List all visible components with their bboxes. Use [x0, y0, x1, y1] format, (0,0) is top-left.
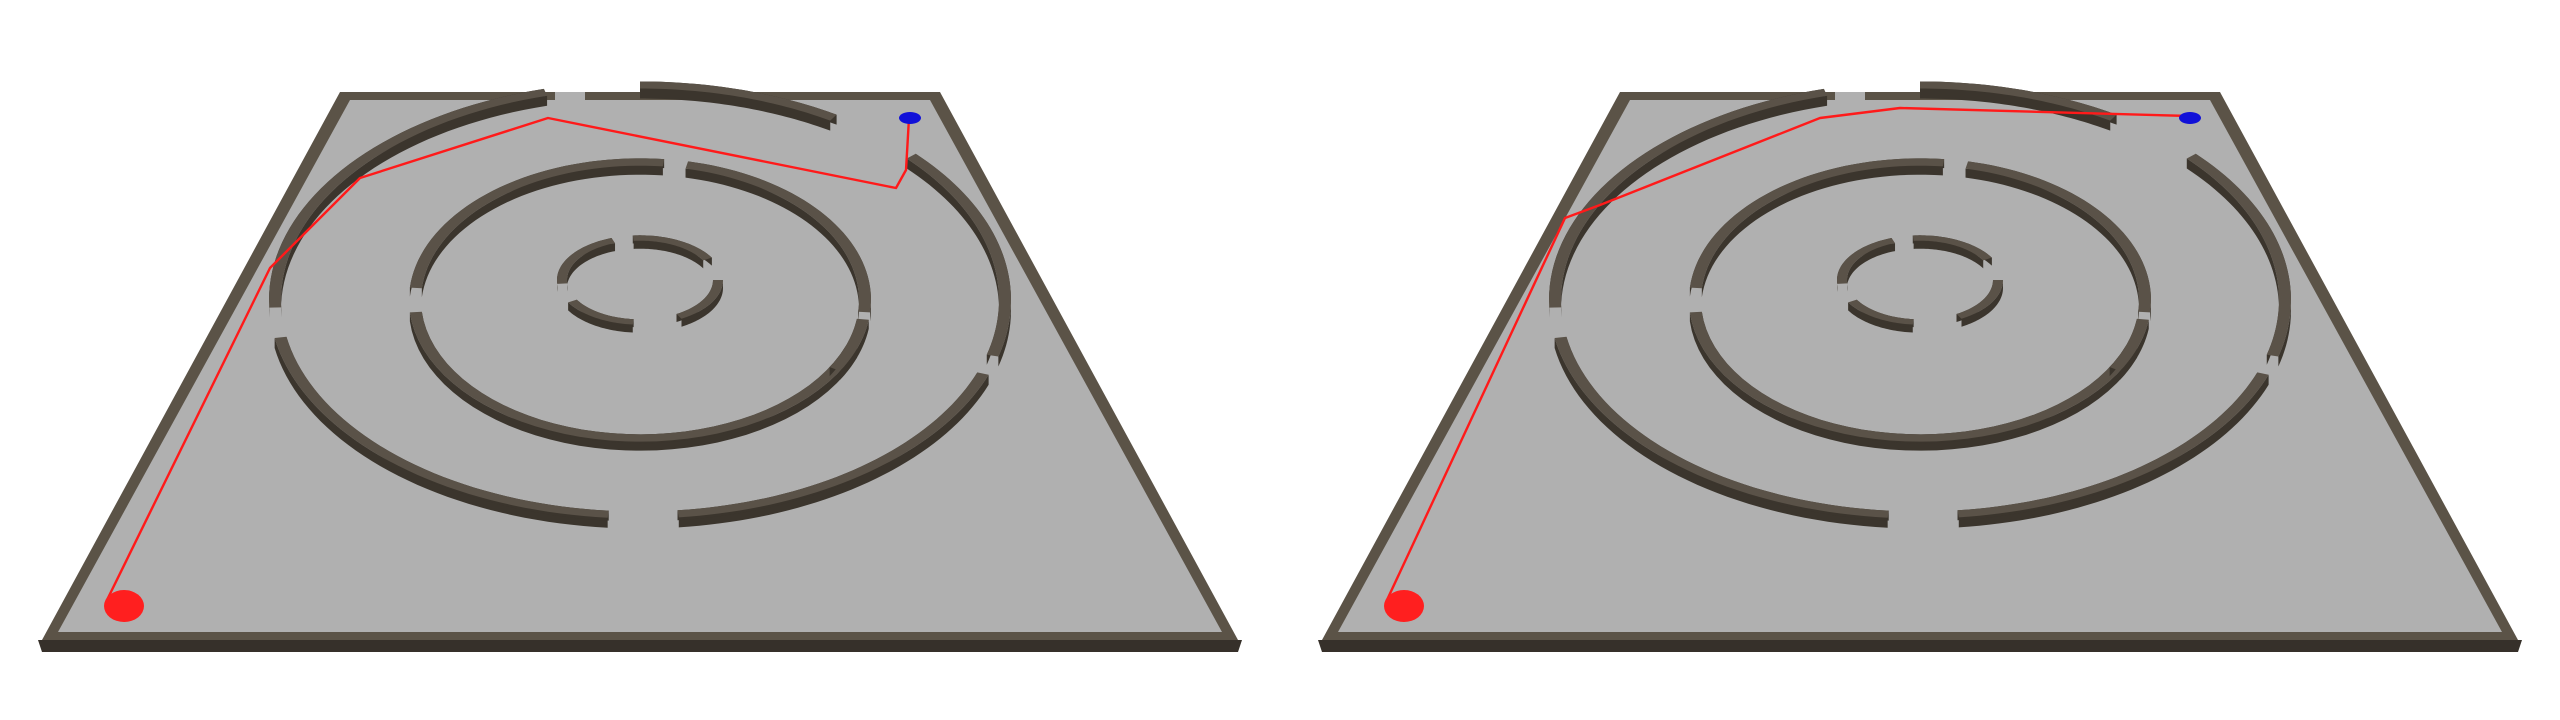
view-left-border-front: [38, 640, 1242, 652]
view-left-goal-marker: [899, 112, 921, 124]
view-left-solution-path: [105, 116, 911, 601]
maze-view-left: [38, 81, 1242, 652]
view-left-top-gap: [555, 92, 585, 101]
view-left-ring2-d: [829, 318, 869, 380]
view-left-ring1-d-side-inner: [906, 158, 999, 365]
view-right-ring1-d: [2186, 153, 2291, 367]
view-right-ring2-c-top: [1965, 161, 2151, 313]
view-left-ring3-c-top: [632, 235, 712, 261]
view-right-ring1-d-side-inner: [2186, 158, 2279, 365]
view-right-border-front: [1318, 640, 2522, 652]
view-right-floor: [1338, 100, 2502, 632]
view-right-ring3-a: [1848, 299, 1914, 333]
view-left-ring2-d-side: [840, 319, 869, 380]
view-left-ring2-d-top: [829, 318, 869, 371]
view-left-ring1-c: [640, 81, 837, 131]
view-right-ring1-d-top: [2186, 153, 2291, 357]
view-right-top-gap: [1835, 92, 1865, 101]
view-right-ring1-a-side: [1554, 337, 1888, 528]
view-left-ring1-d: [906, 153, 1011, 367]
view-left-ring3-b: [557, 238, 616, 292]
view-right-ring1-a-top: [1554, 336, 1889, 518]
view-left-ring1-d-top: [906, 153, 1011, 357]
view-right-ring3-c: [1912, 235, 1992, 269]
view-right-ring3-c-side-inner: [1913, 240, 1984, 269]
view-right-ring2-d-top: [2109, 318, 2149, 371]
view-right-ring2-d: [2109, 318, 2149, 380]
maze-view-right: [1280, 0, 2560, 720]
view-left-ring3-c: [632, 235, 712, 269]
view-left-start-marker: [104, 590, 144, 622]
view-right-ring1-b: [1549, 88, 1828, 318]
maze-board-right: [1318, 81, 2522, 652]
maze-board-left: [38, 81, 1242, 652]
view-left-ring1-a-top: [274, 336, 609, 518]
view-right-ring3-c-top: [1912, 235, 1992, 261]
view-left-ring2-c: [685, 161, 871, 322]
view-right-solution-path: [1385, 106, 2191, 601]
view-right-ring1-c-top: [1920, 81, 2117, 121]
view-left-ring2-c-top: [685, 161, 871, 313]
view-right-ring3-b-side-inner: [1847, 243, 1896, 292]
view-right-goal-marker: [2179, 112, 2201, 124]
view-left-floor: [58, 100, 1222, 632]
view-right-ring3-b: [1837, 238, 1896, 292]
view-right-ring1-a: [1554, 336, 1889, 528]
view-right-ring3-b-top: [1837, 238, 1896, 284]
view-left-ring3-c-side-inner: [633, 240, 704, 269]
view-left-ring3-a-top: [568, 299, 634, 325]
view-left-ring1-b-side-inner: [281, 95, 548, 318]
view-left-ring1-c-top: [640, 81, 837, 121]
view-left-ring1-a: [274, 336, 609, 528]
view-left-ring3-a: [568, 299, 634, 333]
view-right-ring1-b-side-inner: [1561, 95, 1828, 318]
view-left-ring1-c-side-inner: [640, 88, 831, 131]
view-left-ring1-a-side: [274, 337, 608, 528]
view-right-ring3-d-top: [1956, 280, 2003, 319]
view-right-start-marker: [1384, 590, 1424, 622]
view-right-ring3-d: [1956, 280, 2003, 327]
view-right-ring1-c: [1920, 81, 2117, 131]
view-right-ring2-c-side-inner: [1965, 168, 2139, 321]
view-left-ring3-d-top: [676, 280, 723, 319]
view-right-ring2-d-side: [2120, 319, 2149, 380]
view-left-ring3-d: [676, 280, 723, 327]
view-right-ring1-c-side-inner: [1920, 88, 2111, 131]
view-left-ring1-b: [269, 88, 548, 318]
view-left-ring2-c-side-inner: [685, 168, 859, 321]
view-left-ring3-b-top: [557, 238, 616, 284]
view-right-ring3-a-top: [1848, 299, 1914, 325]
view-right-ring2-c: [1965, 161, 2151, 322]
view-left-ring3-b-side-inner: [567, 243, 616, 292]
view-left-ring1-b-top: [269, 88, 548, 308]
view-right-ring1-b-top: [1549, 88, 1828, 308]
